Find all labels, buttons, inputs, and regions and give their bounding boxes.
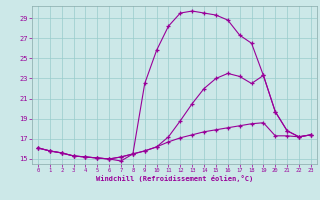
X-axis label: Windchill (Refroidissement éolien,°C): Windchill (Refroidissement éolien,°C) [96, 175, 253, 182]
